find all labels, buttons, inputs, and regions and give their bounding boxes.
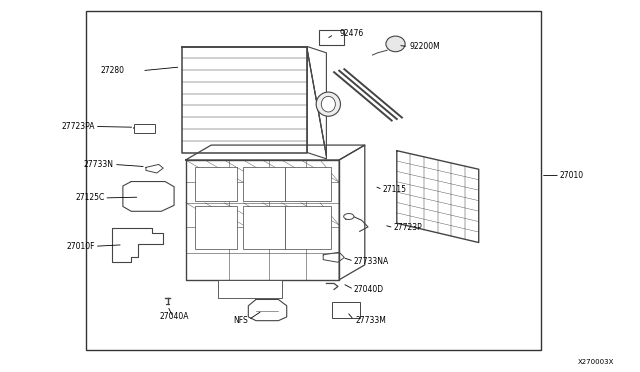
Bar: [332, 302, 360, 318]
Ellipse shape: [316, 92, 340, 116]
Bar: [218, 280, 282, 298]
Text: 27115: 27115: [383, 185, 407, 194]
Bar: [319, 30, 344, 45]
Ellipse shape: [386, 36, 405, 52]
Text: 27040A: 27040A: [160, 312, 189, 321]
Text: 27733NA: 27733NA: [354, 257, 389, 266]
Bar: [243, 206, 285, 249]
Text: 92476: 92476: [339, 29, 364, 38]
Text: 27733M: 27733M: [355, 316, 386, 325]
Circle shape: [344, 214, 354, 219]
Text: 27723P: 27723P: [394, 223, 422, 232]
Bar: [195, 206, 237, 249]
Text: 27125C: 27125C: [75, 193, 104, 202]
Text: 27040D: 27040D: [354, 285, 384, 294]
Bar: [195, 167, 237, 201]
Text: 27723PA: 27723PA: [61, 122, 95, 131]
Bar: [134, 124, 155, 133]
Text: 92200M: 92200M: [410, 42, 440, 51]
Bar: [285, 167, 331, 201]
Text: 27280: 27280: [101, 66, 125, 75]
Bar: [86, 11, 541, 350]
Text: NFS: NFS: [234, 316, 248, 325]
Text: 27010F: 27010F: [66, 242, 95, 251]
Ellipse shape: [321, 96, 335, 112]
Text: 27733N: 27733N: [84, 160, 114, 169]
Text: 27010: 27010: [560, 171, 584, 180]
Bar: [285, 206, 331, 249]
Text: X270003X: X270003X: [578, 359, 614, 365]
Bar: [243, 167, 285, 201]
